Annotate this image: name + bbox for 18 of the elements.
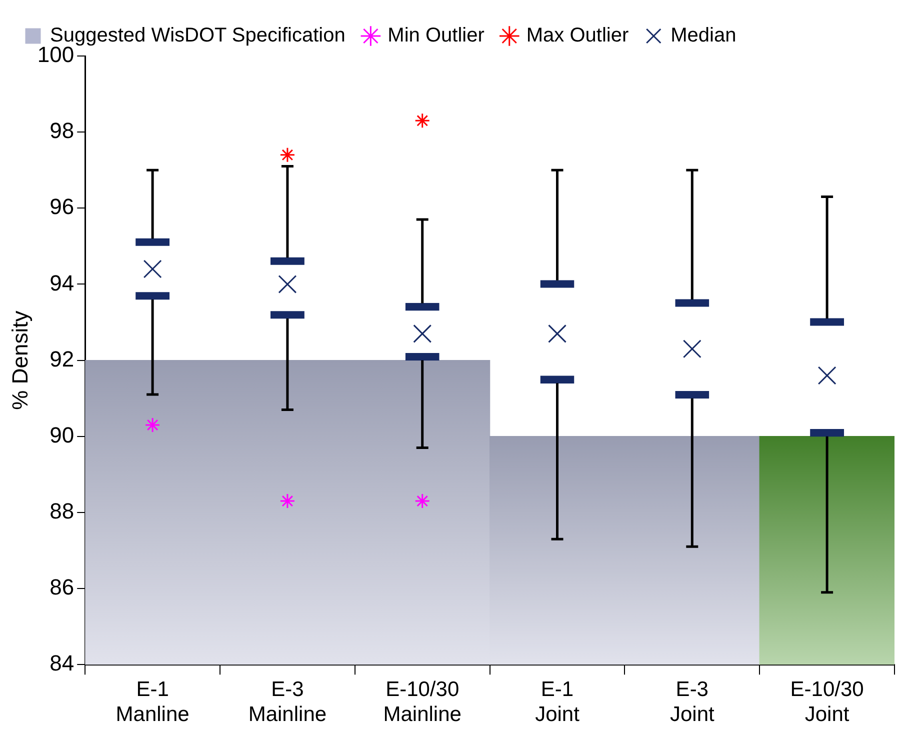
y-tick-label: 98 (50, 118, 74, 144)
y-tick-label: 92 (50, 346, 74, 372)
y-tick-label: 86 (50, 574, 74, 600)
legend-label: Max Outlier (526, 24, 629, 47)
y-tick-label: 96 (50, 194, 74, 220)
x-tick-label: E-3 Mainline (248, 678, 327, 726)
x-tick-label: E-1 Manline (116, 678, 190, 726)
x-tick-label: E-3 Joint (670, 678, 714, 726)
x-tick-label: E-1 Joint (535, 678, 580, 726)
y-axis-title: % Density (7, 310, 32, 410)
y-tick-label: 90 (50, 422, 74, 448)
y-tick-label: 84 (50, 650, 74, 676)
x-tick-label: E-10/30 Mainline (383, 678, 462, 726)
y-tick-label: 88 (50, 498, 74, 524)
y-tick-label: 94 (50, 270, 74, 296)
legend-label: Min Outlier (388, 24, 485, 47)
legend-label: Median (670, 24, 736, 47)
x-tick-label: E-10/30 Joint (790, 678, 864, 726)
